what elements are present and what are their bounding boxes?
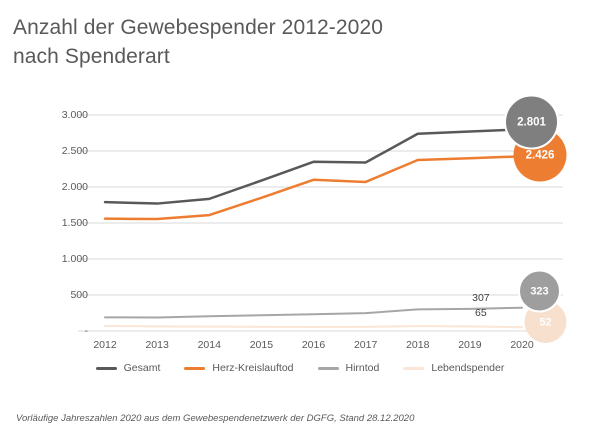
x-axis-label-2016: 2016 [301, 339, 326, 351]
value-bubble-gesamt [504, 94, 559, 150]
legend-swatch-hirntod [317, 366, 339, 370]
y-axis-label: 2.500 [61, 144, 88, 157]
value-bubble-label-hirntod: 323 [530, 286, 548, 298]
chart-title-line2: nach Spenderart [13, 45, 170, 68]
y-axis-label: 1.000 [61, 252, 88, 265]
source-note: Vorläufige Jahreszahlen 2020 aus dem Gew… [16, 413, 415, 424]
legend-label-herz-kreislauftod: Herz-Kreislauftod [212, 362, 294, 374]
value-bubble-label-lebendspender: 52 [539, 317, 551, 329]
series-line-gesamt [103, 128, 524, 205]
x-axis-label-2013: 2013 [145, 339, 169, 351]
annotation-hirntod-2019: 307 [472, 292, 490, 305]
legend-label-gesamt: Gesamt [123, 362, 161, 374]
chart-title-line1: Anzahl der Gewebespender 2012-2020 [13, 16, 383, 39]
legend-item-hirntod: Hirntod [317, 362, 380, 374]
x-axis-label-2020: 2020 [510, 339, 534, 351]
y-axis-label: 2.000 [61, 180, 88, 193]
y-axis-label: - [84, 324, 89, 337]
legend-swatch-lebendspender [403, 366, 425, 370]
chart-legend: Gesamt Herz-Kreislauftod Hirntod Lebendspen… [0, 362, 600, 374]
chart-title: Anzahl der Gewebespender 2012-2020 nach … [13, 13, 383, 71]
value-bubble-hirntod [518, 269, 561, 313]
series-line-hirntod [104, 306, 523, 319]
series-line-lebendspender [104, 324, 523, 329]
x-axis-label-2017: 2017 [353, 339, 378, 351]
legend-swatch-gesamt [95, 366, 117, 370]
legend-label-hirntod: Hirntod [345, 362, 380, 374]
series-line-herz-kreislauftod [103, 155, 524, 221]
y-axis-label: 3.000 [61, 108, 88, 121]
x-axis-label-2018: 2018 [406, 339, 430, 351]
x-axis-label-2019: 2019 [458, 339, 482, 351]
y-axis-label: 1.500 [61, 216, 88, 229]
legend-label-lebendspender: Lebendspender [431, 362, 505, 374]
x-axis-label-2015: 2015 [249, 339, 274, 351]
annotation-lebendspender-2019: 65 [475, 306, 487, 319]
legend-item-lebendspender: Lebendspender [403, 362, 504, 374]
value-bubble-label-gesamt: 2.801 [517, 117, 546, 129]
legend-item-gesamt: Gesamt [95, 362, 161, 374]
x-axis-label-2014: 2014 [197, 339, 221, 351]
x-axis-label-2012: 2012 [93, 339, 117, 351]
y-axis-label: 500 [70, 288, 88, 301]
value-bubble-label-herz-kreislauftod: 2.426 [526, 150, 555, 162]
legend-item-herz-kreislauftod: Herz-Kreislauftod [184, 362, 294, 374]
legend-swatch-herz-kreislauftod [184, 366, 206, 370]
